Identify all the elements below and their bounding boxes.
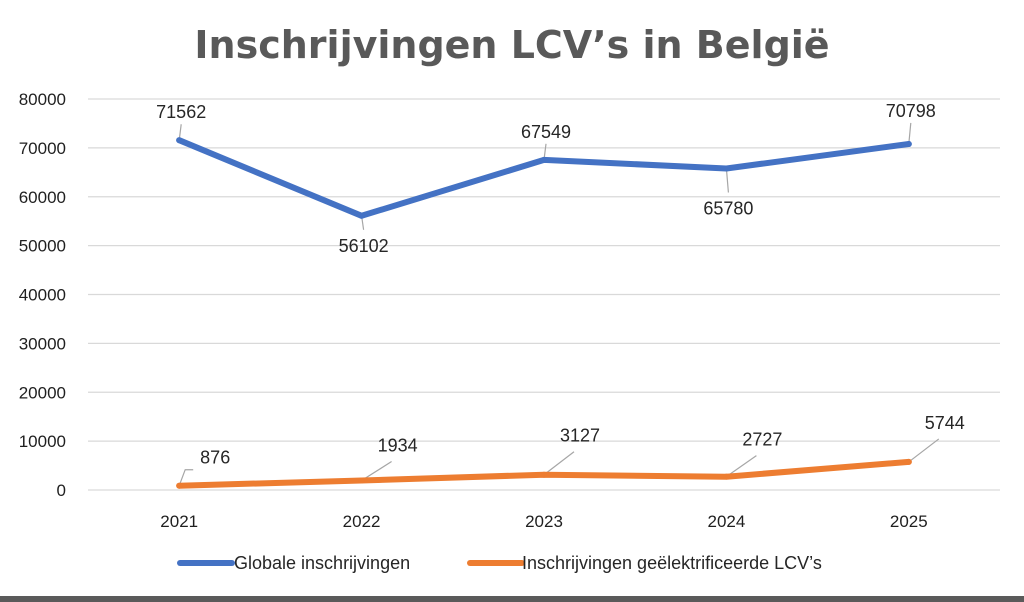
label-leader-line xyxy=(908,438,940,463)
x-tick-label: 2023 xyxy=(525,512,563,531)
data-point xyxy=(541,156,547,163)
label-leader-line xyxy=(725,168,729,193)
label-leader-line xyxy=(178,469,194,486)
y-tick-label: 60000 xyxy=(19,188,66,207)
data-point xyxy=(723,165,730,172)
y-tick-label: 10000 xyxy=(19,432,66,451)
data-point xyxy=(541,471,547,478)
data-label: 1934 xyxy=(378,436,418,456)
data-label: 67549 xyxy=(521,122,571,142)
y-tick-label: 80000 xyxy=(19,90,66,109)
data-label: 70798 xyxy=(886,101,936,121)
y-tick-label: 50000 xyxy=(19,237,66,256)
y-tick-label: 20000 xyxy=(19,383,66,402)
x-tick-label: 2022 xyxy=(343,512,381,531)
data-point xyxy=(905,458,912,465)
label-leader-line xyxy=(543,451,575,476)
x-tick-label: 2021 xyxy=(160,512,198,531)
label-leader-line xyxy=(726,455,757,478)
data-point xyxy=(905,140,912,147)
data-label: 2727 xyxy=(742,430,782,450)
y-tick-label: 70000 xyxy=(19,139,66,158)
data-label: 5744 xyxy=(925,413,965,433)
data-point xyxy=(723,473,730,480)
data-point xyxy=(176,482,183,489)
data-label: 3127 xyxy=(560,426,600,446)
data-label: 876 xyxy=(200,448,230,468)
series-line-global xyxy=(176,137,912,219)
legend-label: Inschrijvingen geëlektrificeerde LCV’s xyxy=(522,553,822,573)
legend-label: Globale inschrijvingen xyxy=(234,553,410,573)
data-point xyxy=(176,137,183,144)
data-label: 71562 xyxy=(156,102,206,122)
data-point xyxy=(358,477,365,484)
label-leader-line xyxy=(908,122,912,145)
data-point xyxy=(358,212,365,219)
x-tick-label: 2025 xyxy=(890,512,928,531)
y-tick-label: 30000 xyxy=(19,334,66,353)
chart-title: Inschrijvingen LCV’s in België xyxy=(194,23,829,67)
data-label: 65780 xyxy=(703,199,753,219)
data-label: 56102 xyxy=(339,236,389,256)
x-tick-label: 2024 xyxy=(707,512,745,531)
y-tick-label: 40000 xyxy=(19,286,66,305)
y-tick-label: 0 xyxy=(57,481,66,500)
bottom-border xyxy=(0,596,1024,602)
